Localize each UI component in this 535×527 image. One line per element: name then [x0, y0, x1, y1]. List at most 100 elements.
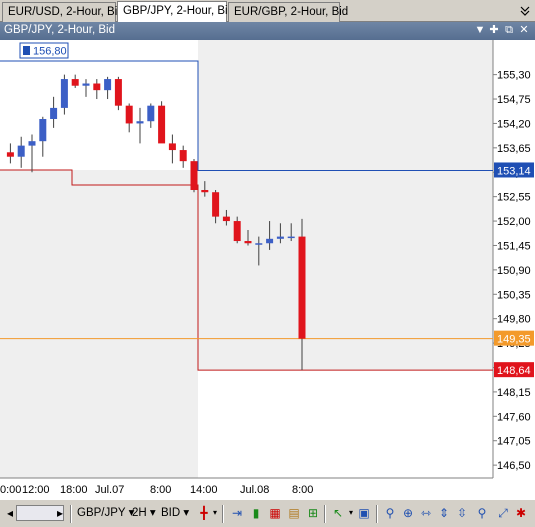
symbol-label: GBP/JPY [77, 507, 126, 519]
low-level-flag-label: 148,64 [497, 365, 531, 377]
cursor-icon[interactable]: ↖ [332, 506, 344, 520]
bull-candle [17, 145, 25, 157]
x-tick-label: 12:00 [22, 484, 50, 496]
current-price-flag-label: 149,35 [497, 334, 531, 346]
bottom-toolbar: ◂ ▸ GBP/JPY ▾ 2H ▾ BID ▾ ╋ ▾ ⇥ ▮ ▦ ▤ ⊞ ↖… [0, 499, 535, 527]
high-price-flag-label: 156,80 [33, 46, 67, 58]
bear-candle [93, 83, 101, 91]
y-tick-label: 151,45 [497, 240, 531, 252]
bear-candle [168, 143, 176, 151]
tab-gbpjpy[interactable]: GBP/JPY, 2-Hour, Bid [117, 1, 234, 23]
toolbar-separator [376, 505, 378, 523]
bull-candle [255, 243, 263, 245]
chart-type-icon[interactable]: ╋ [200, 506, 208, 520]
price-type-label: BID [161, 507, 181, 519]
cursor-chevron-icon[interactable]: ▾ [348, 508, 353, 517]
y-tick-label: 154,20 [497, 118, 531, 130]
bear-candle [179, 150, 187, 162]
price-type-dropdown[interactable]: BID ▾ [161, 507, 190, 519]
fit-chart-icon[interactable]: ⤢ [498, 506, 508, 520]
symbol-dropdown[interactable]: GBP/JPY ▾ [77, 507, 135, 519]
close-icon[interactable]: ✕ [519, 24, 529, 36]
high-price-flag [19, 42, 69, 59]
x-tick-label: Jul.07 [95, 484, 124, 496]
tab-bar: EUR/USD, 2-Hour, Bid GBP/JPY, 2-Hour, Bi… [0, 0, 535, 23]
bear-candle [114, 79, 122, 106]
tab-eurgbp[interactable]: EUR/GBP, 2-Hour, Bid [228, 2, 348, 22]
bear-candle [201, 190, 209, 193]
bull-candle [104, 79, 112, 91]
bull-candle [50, 107, 58, 119]
bull-candle [60, 79, 68, 108]
bear-candle [222, 216, 230, 222]
bear-candle [212, 192, 220, 217]
toolbar-separator [222, 505, 224, 523]
bear-candle [158, 105, 166, 144]
bull-candle [39, 119, 47, 142]
expand-horizontal-icon[interactable]: ⇿ [420, 506, 432, 520]
bull-candle [82, 83, 90, 86]
bear-candle [190, 161, 198, 190]
settings-icon[interactable]: ✱ [515, 506, 527, 520]
trade-icon[interactable]: ⊞ [307, 506, 319, 520]
scroll-left-icon[interactable]: ◂ [6, 506, 14, 520]
restore-icon[interactable]: ⧉ [505, 24, 513, 36]
x-tick-label: Jul.08 [240, 484, 269, 496]
y-tick-label: 147,60 [497, 411, 531, 423]
bear-candle [71, 79, 79, 86]
bear-candle [233, 221, 241, 242]
candle-icon[interactable]: ▮ [252, 506, 260, 520]
blue-level-flag-label: 153,14 [497, 165, 531, 177]
scroll-right-icon[interactable]: ▸ [56, 506, 64, 520]
chart-scrollbar[interactable] [16, 505, 64, 521]
x-tick-label: 18:00 [60, 484, 88, 496]
bull-candle [136, 121, 144, 124]
candlestick-chart[interactable]: 155,30154,75154,20153,65153,10152,55152,… [0, 40, 535, 499]
pin-icon[interactable]: ✚ [489, 24, 499, 36]
zoom-icon[interactable]: ⚲ [385, 506, 395, 520]
dropdown-icon[interactable]: ▼ [474, 24, 486, 36]
x-tick-label: 8:00 [292, 484, 313, 496]
y-tick-label: 154,75 [497, 94, 531, 106]
bull-candle [266, 238, 274, 244]
period-dropdown[interactable]: 2H ▾ [132, 507, 156, 519]
y-tick-label: 152,00 [497, 216, 531, 228]
bull-candle [287, 236, 295, 239]
template-icon[interactable]: ▤ [288, 506, 300, 520]
x-tick-label: 0:00 [0, 484, 21, 496]
toolbar-separator [70, 505, 72, 523]
x-tick-label: 14:00 [190, 484, 218, 496]
low-level-flag [494, 362, 534, 378]
x-axis-band [0, 478, 535, 499]
period-label: 2H [132, 507, 147, 519]
y-tick-label: 150,90 [497, 265, 531, 277]
bear-candle [244, 241, 252, 244]
chart-panel-title: GBP/JPY, 2-Hour, Bid [4, 24, 116, 36]
x-tick-label: 8:00 [150, 484, 171, 496]
bull-candle [147, 105, 155, 122]
y-tick-label: 148,15 [497, 387, 531, 399]
y-tick-label: 149,80 [497, 314, 531, 326]
bull-candle [276, 236, 284, 239]
tab-list-chevron-icon[interactable] [518, 3, 532, 17]
blue-level-flag [494, 162, 534, 178]
unshaded-region [0, 40, 198, 170]
red-range-line [0, 169, 493, 371]
shrink-vertical-icon[interactable]: ⇳ [456, 506, 468, 520]
y-tick-label: 152,55 [497, 192, 531, 204]
grid-icon[interactable]: ▦ [269, 506, 281, 520]
chart-type-chevron-icon[interactable]: ▾ [212, 508, 217, 517]
expand-vertical-icon[interactable]: ⇕ [438, 506, 450, 520]
y-tick-label: 153,65 [497, 143, 531, 155]
unshaded-region [198, 370, 493, 478]
chart-panel-header: GBP/JPY, 2-Hour, Bid ▼ ✚ ⧉ ✕ [0, 22, 535, 40]
y-tick-label: 147,05 [497, 436, 531, 448]
magnifier-icon[interactable]: ⚲ [477, 506, 487, 520]
indicator-icon[interactable]: ⇥ [231, 506, 243, 520]
tab-eurusd[interactable]: EUR/USD, 2-Hour, Bid [2, 2, 124, 22]
drawing-tools-icon[interactable]: ▣ [358, 506, 370, 520]
zoom-in-icon[interactable]: ⊕ [402, 506, 414, 520]
bear-candle [125, 105, 133, 124]
high-price-flag-icon [23, 46, 30, 55]
